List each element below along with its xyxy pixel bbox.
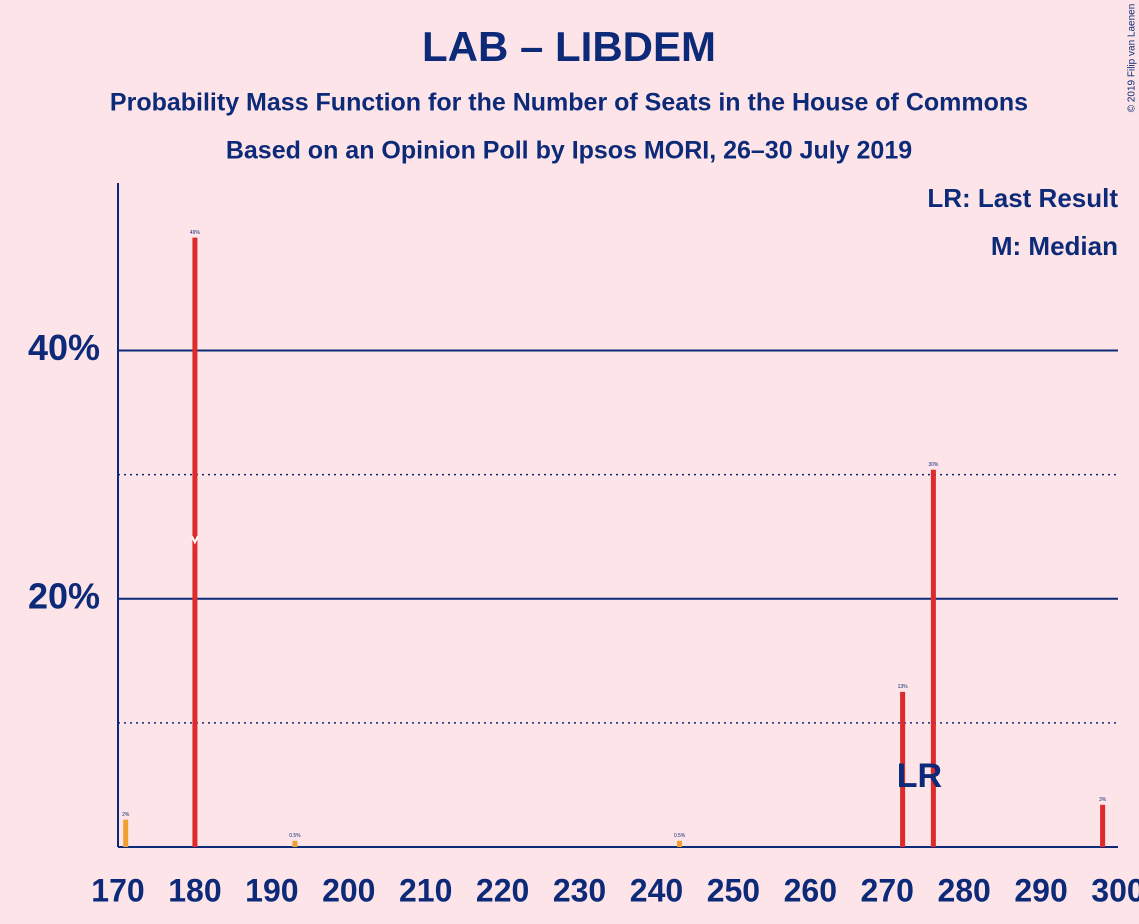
legend-entry: LR: Last Result [927,183,1118,213]
x-tick-label: 200 [322,872,375,908]
x-tick-label: 300 [1091,872,1139,908]
y-tick-label: 20% [28,575,100,616]
legend-entry: M: Median [991,231,1118,261]
x-tick-label: 250 [707,872,760,908]
x-tick-label: 180 [168,872,221,908]
x-tick-label: 220 [476,872,529,908]
bar [1100,804,1106,847]
bar [900,691,906,847]
value-label: 49% [190,230,201,236]
y-tick-label: 40% [28,327,100,368]
x-tick-label: 240 [630,872,683,908]
x-tick-label: 270 [861,872,914,908]
x-tick-label: 210 [399,872,452,908]
x-tick-label: 230 [553,872,606,908]
bar [292,840,298,847]
bar [123,819,129,847]
bar [677,840,683,847]
x-tick-label: 190 [245,872,298,908]
value-label: 2% [122,812,130,818]
value-label: 3% [1099,797,1107,803]
x-tick-label: 260 [784,872,837,908]
value-label: 30% [928,462,939,468]
copyright: © 2019 Filip van Laenen [1127,4,1138,113]
x-tick-label: 290 [1014,872,1067,908]
value-label: 0.5% [289,833,301,839]
chart-title: LAB – LIBDEM [422,23,716,70]
last-result-label: LR [897,757,942,795]
value-label: 13% [898,684,909,690]
median-marker [191,535,199,545]
chart-subtitle: Based on an Opinion Poll by Ipsos MORI, … [226,137,912,165]
x-tick-label: 280 [937,872,990,908]
value-label: 0.5% [674,833,686,839]
bar [930,469,936,847]
x-tick-label: 170 [91,872,144,908]
chart-subtitle: Probability Mass Function for the Number… [110,89,1028,117]
